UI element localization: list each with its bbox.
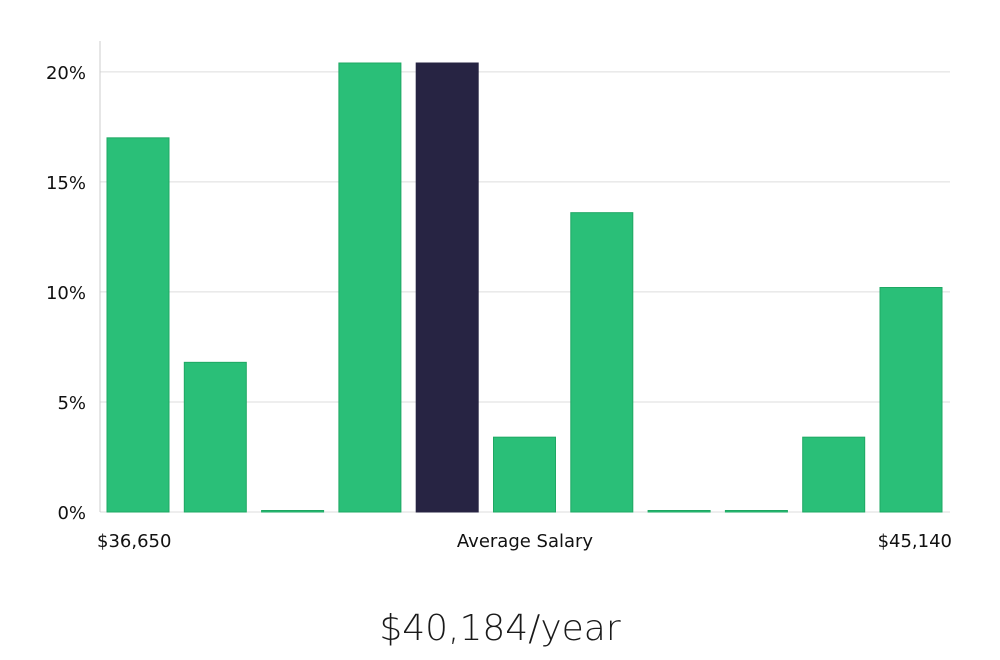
x-max-label: $45,140 (878, 531, 952, 552)
x-min-label: $36,650 (97, 531, 171, 552)
bar (647, 510, 711, 513)
salary-distribution-chart: 0% 5% 10% 15% 20% $36,650 Average Salary $45… (46, 41, 952, 552)
bar (183, 361, 247, 513)
y-tick-label: 10% (46, 283, 86, 304)
x-center-label: Average Salary (457, 531, 594, 552)
y-tick-label: 0% (57, 503, 86, 524)
y-axis-tick-labels: 0% 5% 10% 15% 20% (46, 63, 86, 524)
bar-average-salary (415, 62, 479, 513)
bars (106, 62, 943, 513)
bar (493, 436, 556, 513)
average-salary-summary: $40,184/year (379, 608, 621, 649)
bar (338, 62, 402, 513)
bar (879, 287, 943, 513)
bar (106, 137, 170, 513)
y-tick-label: 20% (46, 63, 86, 84)
bar (802, 436, 866, 513)
y-tick-label: 15% (46, 173, 86, 194)
bar (261, 510, 325, 513)
bar (570, 212, 634, 513)
y-tick-label: 5% (57, 393, 86, 414)
bar (724, 510, 788, 513)
